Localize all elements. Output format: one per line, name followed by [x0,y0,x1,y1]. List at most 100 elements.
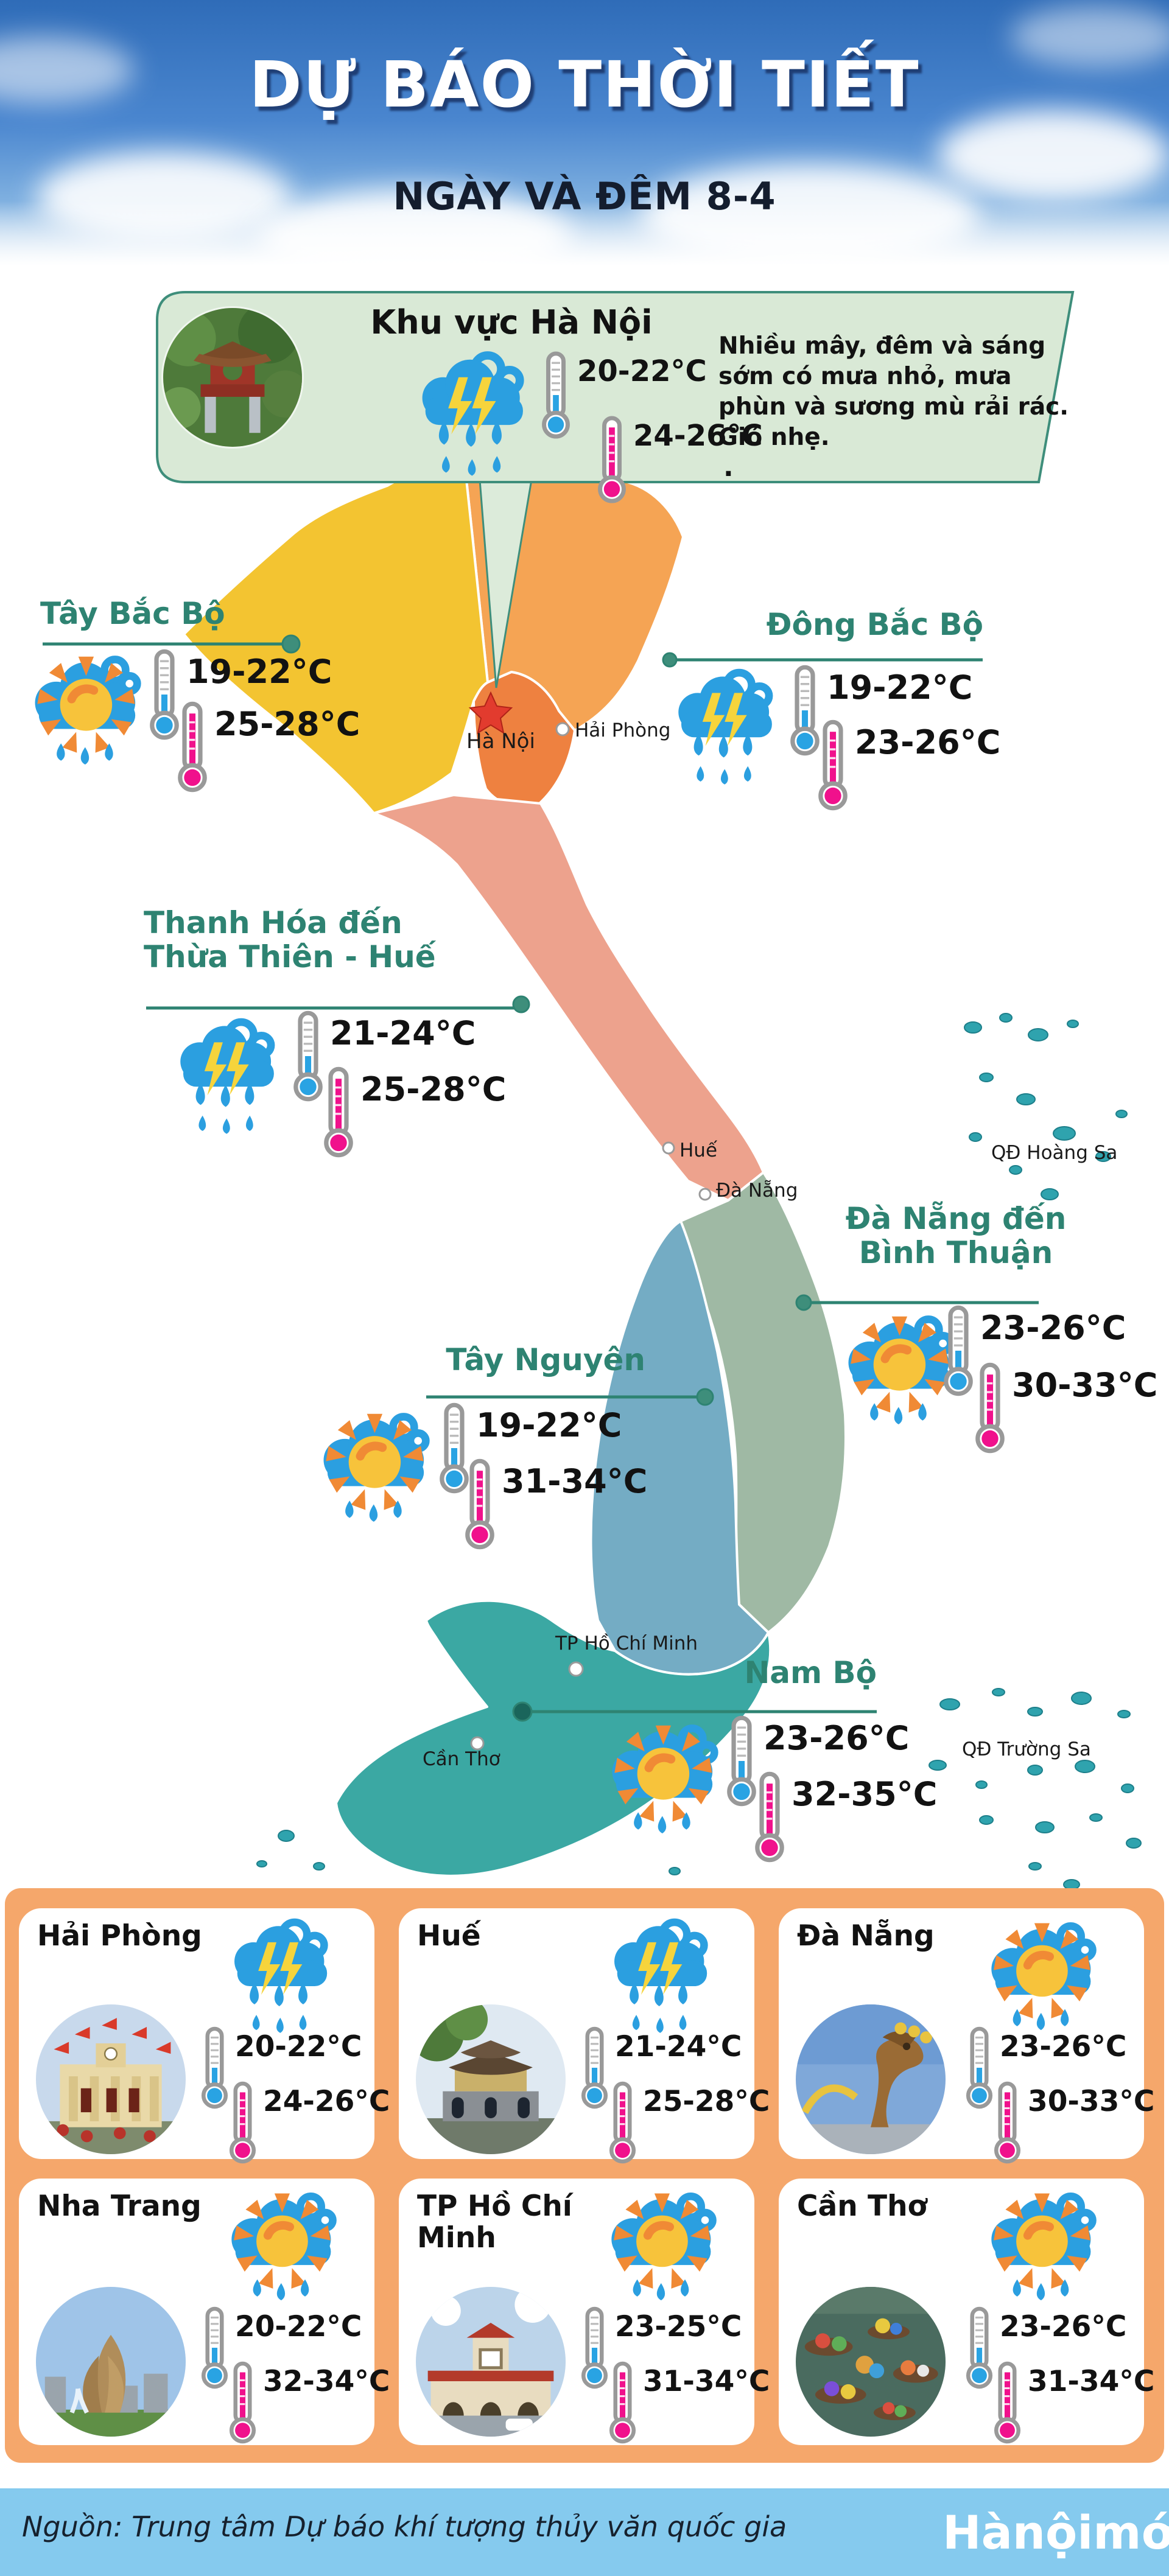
hanoi-day-temp: 20-22°C [541,351,707,439]
region-label-nam-bo: Nam Bộ [744,1655,877,1690]
night-thermometer-icon [597,415,627,504]
sun-shower-icon [606,1718,722,1838]
hanoi-photo [163,308,302,447]
night-thermometer-icon [754,1771,785,1863]
tay-nguyen-night-temp: 31-34°C [464,1458,647,1550]
da-nang-photo [796,2004,946,2154]
city-name: TP Hồ Chí Minh [417,2189,572,2255]
hanoi-night-temp: 24-26°C [597,415,763,504]
night-thermometer-icon [608,2361,637,2444]
footer-bar [0,2488,1169,2576]
map-label-truong-sa: QĐ Trường Sa [962,1738,1091,1760]
nam-bo-day-temp: 23-26°C [726,1715,909,1807]
region-label-tay-bac-bo: Tây Bắc Bộ [40,596,225,631]
can-tho-photo [796,2287,946,2437]
region-label-thanh-hoa-hue: Thanh Hóa đến Thừa Thiên - Huế [144,905,436,975]
city-name: Nha Trang [37,2189,202,2223]
nha-trang-photo [36,2287,186,2437]
day-temp: 23-26°C [965,2306,1126,2389]
page-subtitle: NGÀY VÀ ĐÊM 8-4 [393,174,776,219]
day-temp: 20-22°C [200,2306,362,2389]
map-label-hoang-sa: QĐ Hoàng Sa [991,1142,1118,1164]
sun-shower-icon [983,2186,1103,2305]
ho-chi-minh-photo [416,2287,566,2437]
sun-shower-icon [983,1916,1103,2035]
night-temp: 31-34°C [608,2361,770,2444]
hanoi-callout-title: Khu vực Hà Nội [370,303,653,341]
day-thermometer-icon [965,2306,994,2389]
day-thermometer-icon [943,1305,974,1396]
page-title: DỰ BÁO THỜI TIẾT [249,47,920,122]
nam-bo-night-temp: 32-35°C [754,1771,937,1863]
tay-bac-bo-night-temp: 25-28°C [177,701,360,793]
region-label-tay-nguyen: Tây Nguyên [446,1342,645,1377]
da-nang-binh-thuan-night-temp: 30-33°C [974,1362,1157,1454]
city-name: Hải Phòng [37,1919,202,1953]
day-thermometer-icon [149,649,180,740]
day-thermometer-icon [965,2026,994,2109]
map-label-hai-phong: Hải Phòng [575,719,671,741]
city-card-nha-trang: Nha Trang [15,2174,390,2449]
hai-phong-photo [36,2004,186,2154]
day-thermometer-icon [200,2306,229,2389]
night-thermometer-icon [608,2081,637,2164]
sun-shower-icon [603,2186,723,2305]
thanh-hoa-hue-day-temp: 21-24°C [292,1010,476,1102]
dong-bac-bo-day-temp: 19-22°C [789,665,972,756]
city-name: Huế [417,1919,481,1953]
thunderstorm-rain-icon [223,1916,343,2035]
sun-shower-icon [318,1406,434,1527]
region-label-dong-bac-bo: Đông Bắc Bộ [766,607,983,642]
tay-bac-bo-day-temp: 19-22°C [149,649,332,740]
hanoi-callout-shape [156,291,1075,688]
day-thermometer-icon [438,1402,470,1494]
thanh-hoa-hue-night-temp: 25-28°C [323,1066,506,1158]
night-thermometer-icon [323,1066,354,1158]
day-temp: 23-26°C [965,2026,1126,2109]
southwest-islands [256,1830,681,1875]
map-label-can-tho: Cần Thơ [423,1748,500,1770]
thunderstorm-rain-icon [670,666,785,786]
night-thermometer-icon [177,701,208,793]
night-thermometer-icon [974,1362,1006,1454]
tay-nguyen-day-temp: 19-22°C [438,1402,622,1494]
sun-shower-icon [223,2186,343,2305]
map-label-hanoi: Hà Nội [466,729,535,754]
night-temp: 25-28°C [608,2081,770,2164]
night-thermometer-icon [464,1458,496,1550]
thunderstorm-rain-icon [413,348,538,478]
night-temp: 32-34°C [228,2361,390,2444]
day-thermometer-icon [292,1010,324,1102]
city-card-can-tho: Cần Thơ [774,2174,1154,2449]
city-card-ho-chi-minh: TP Hồ Chí Minh [395,2174,770,2449]
region-label-da-nang-binh-thuan: Đà Nẵng đến Bình Thuận [845,1201,1067,1270]
night-temp: 30-33°C [993,2081,1154,2164]
thunderstorm-rain-icon [172,1015,287,1136]
day-temp: 21-24°C [580,2026,742,2109]
hanoimoi-logo: Hànộimới [943,2505,1169,2560]
sun-shower-icon [843,1309,958,1429]
night-temp: 31-34°C [993,2361,1154,2444]
day-thermometer-icon [580,2306,609,2389]
city-card-da-nang: Đà Nẵng [774,1904,1154,2164]
night-thermometer-icon [993,2361,1022,2444]
source-credit: Nguồn: Trung tâm Dự báo khí tượng thủy v… [22,2510,787,2543]
map-label-da-nang: Đà Nẵng [716,1180,798,1202]
map-label-hue: Huế [679,1139,718,1161]
city-name: Cần Thơ [797,2189,927,2223]
da-nang-binh-thuan-day-temp: 23-26°C [943,1305,1126,1396]
hue-photo [416,2004,566,2154]
city-card-hai-phong: Hải Phòng [15,1904,390,2164]
region-connector-dots [281,634,812,1722]
region-connectors [43,642,1039,1713]
map-region-thanh-hoa-hue [373,794,765,1202]
dong-bac-bo-night-temp: 23-26°C [817,719,1000,811]
city-name: Đà Nẵng [797,1919,935,1953]
map-label-ho-chi-minh: TP Hồ Chí Minh [555,1633,698,1654]
day-thermometer-icon [580,2026,609,2109]
day-thermometer-icon [200,2026,229,2109]
map-region-nam-bo [335,1599,772,1877]
day-thermometer-icon [726,1715,757,1807]
day-thermometer-icon [789,665,821,756]
